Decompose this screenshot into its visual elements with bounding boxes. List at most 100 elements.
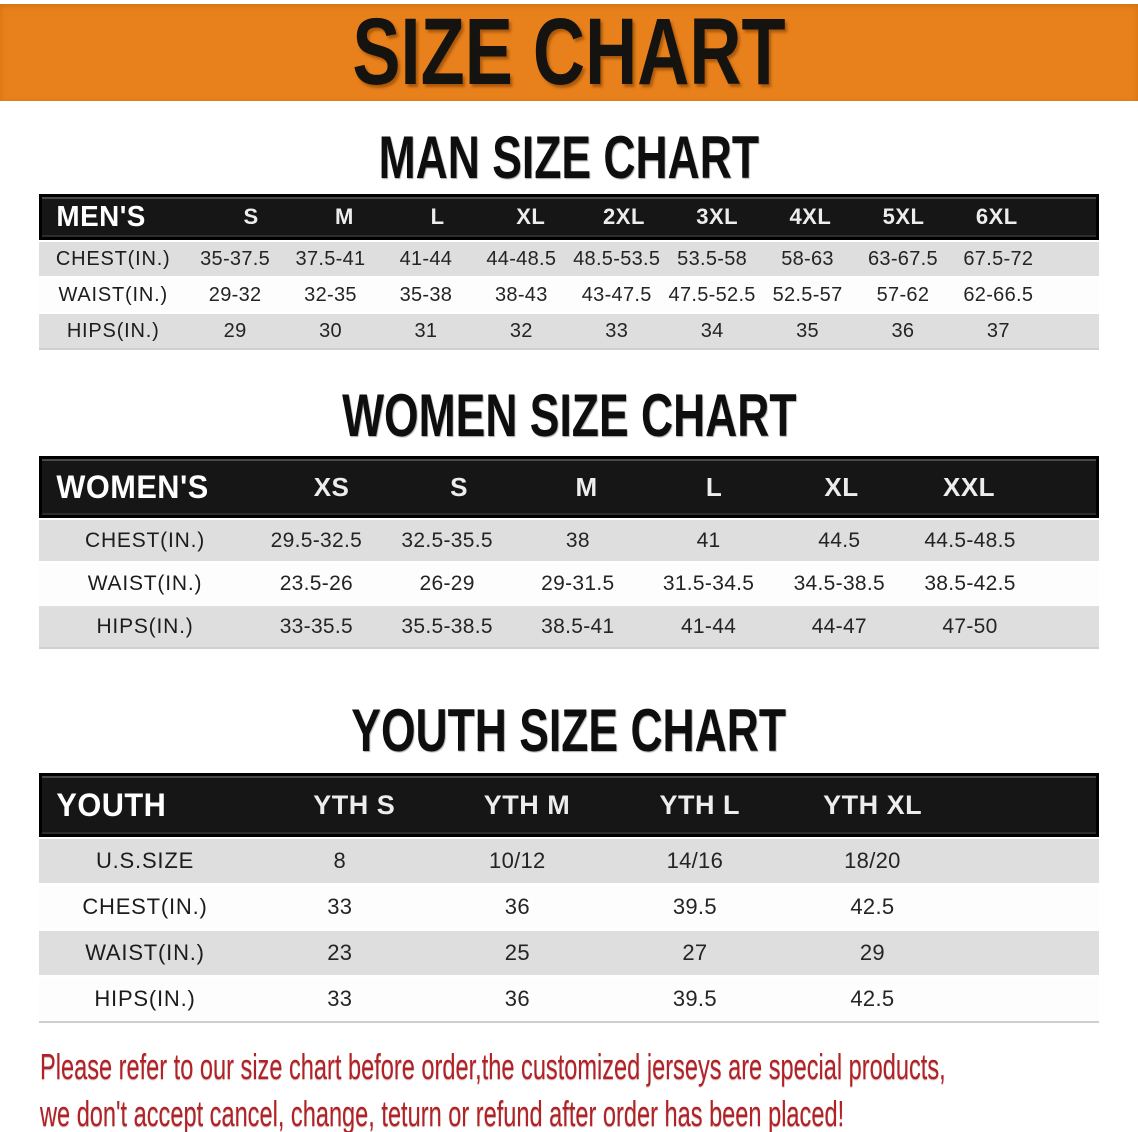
measurement-value: 39.5 (672, 986, 717, 1011)
measurement-value: 29 (859, 940, 885, 965)
measurement-value: 32.5-35.5 (401, 528, 493, 552)
table-header-row: YOUTH YTH S YTH M YTH L YTH XL (39, 773, 1099, 837)
measurement-row: HIPS(IN.) 29 30 31 32 33 34 35 36 37 (39, 312, 1099, 350)
measurement-row: HIPS(IN.) 33-35.5 35.5-38.5 38.5-41 41-44 44-… (39, 604, 1099, 649)
measurement-row: CHEST(IN.) 33 36 39.5 42.5 (39, 883, 1099, 929)
row-label: HIPS(IN.) (66, 319, 160, 342)
table-corner-label: YOUTH (56, 786, 167, 823)
measurement-value: 47-50 (942, 614, 998, 638)
measurement-value: 29.5-32.5 (270, 528, 363, 552)
size-column-header: YTH M (483, 789, 571, 820)
measurement-value: 33 (605, 319, 629, 342)
measurement-value: 33 (327, 986, 353, 1011)
measurement-value: 23.5-26 (279, 571, 354, 595)
measurement-value: 32-35 (304, 283, 357, 306)
measurement-value: 14/16 (666, 848, 724, 873)
size-column-header: L (430, 204, 445, 229)
row-label: CHEST(IN.) (85, 528, 205, 552)
measurement-value: 29-31.5 (541, 571, 615, 595)
measurement-value: 57-62 (876, 283, 930, 306)
size-column-header: YTH L (659, 789, 741, 820)
measurement-value: 32 (509, 319, 533, 342)
measurement-value: 44.5-48.5 (924, 528, 1016, 552)
measurement-value: 47.5-52.5 (668, 283, 756, 306)
size-column-header: YTH S (313, 789, 396, 820)
table-header-row: MEN'S S M L XL 2XL 3XL 4XL 5XL 6XL (39, 194, 1099, 240)
size-column-header: S (243, 204, 259, 229)
men-heading: MAN SIZE CHART (0, 124, 1138, 192)
measurement-value: 31 (414, 319, 438, 342)
measurement-value: 35.5-38.5 (401, 614, 493, 638)
measurement-value: 43-47.5 (581, 283, 652, 306)
measurement-value: 41-44 (680, 614, 737, 638)
measurement-value: 38.5-41 (541, 614, 615, 638)
size-column-header: M (334, 204, 354, 229)
measurement-value: 42.5 (850, 986, 895, 1011)
section-youth: YOUTH SIZE CHART YOUTH YTH S YTH M YTH L YTH… (0, 697, 1138, 1023)
measurement-value: 29-32 (208, 283, 262, 306)
measurement-value: 35-37.5 (200, 247, 271, 270)
note-line-1: Please refer to our size chart before or… (40, 1046, 946, 1087)
measurement-value: 31.5-34.5 (662, 571, 755, 595)
size-column-header: 4XL (789, 204, 832, 229)
size-column-header: YTH XL (823, 789, 923, 820)
measurement-value: 39.5 (672, 894, 717, 919)
measurement-row: WAIST(IN.) 23.5-26 26-29 29-31.5 31.5-34.5 34… (39, 561, 1099, 604)
measurement-value: 25 (504, 940, 530, 965)
size-column-header: XS (313, 471, 350, 502)
measurement-value: 36 (891, 319, 915, 342)
size-column-header: XXL (943, 471, 996, 502)
measurement-value: 52.5-57 (772, 283, 843, 306)
page-title: SIZE CHART (352, 0, 786, 105)
measurement-value: 38.5-42.5 (924, 571, 1016, 595)
measurement-value: 26-29 (419, 571, 475, 595)
measurement-value: 34 (700, 319, 724, 342)
men-heading-text: MAN SIZE CHART (378, 124, 760, 192)
measurement-value: 34.5-38.5 (793, 571, 886, 595)
measurement-value: 41 (696, 528, 721, 552)
measurement-value: 29 (223, 319, 247, 342)
measurement-row: HIPS(IN.) 33 36 39.5 42.5 (39, 975, 1099, 1023)
table-header-row: WOMEN'S XS S M L XL XXL (39, 456, 1099, 518)
measurement-value: 8 (333, 848, 347, 873)
measurement-value: 33-35.5 (279, 614, 354, 638)
women-heading-text: WOMEN SIZE CHART (341, 382, 797, 450)
section-men: MAN SIZE CHART MEN'S S M L XL 2XL 3XL 4XL 5XL 6XL… (0, 124, 1138, 350)
youth-heading: YOUTH SIZE CHART (0, 697, 1138, 765)
women-heading: WOMEN SIZE CHART (0, 382, 1138, 450)
size-column-header: M (575, 471, 598, 502)
youth-heading-text: YOUTH SIZE CHART (351, 697, 787, 765)
measurement-value: 10/12 (489, 848, 546, 873)
measurement-value: 53.5-58 (677, 247, 748, 270)
women-size-table: WOMEN'S XS S M L XL XXL CHEST(IN.) 29.5-32.5 32.5… (39, 456, 1099, 649)
measurement-value: 48.5-53.5 (573, 247, 661, 270)
measurement-value: 27 (682, 940, 708, 965)
measurement-value: 35 (796, 319, 819, 342)
measurement-row: CHEST(IN.) 35-37.5 37.5-41 41-44 44-48.5 48.5… (39, 240, 1099, 276)
measurement-value: 35-38 (399, 283, 453, 306)
measurement-value: 44.5 (818, 528, 861, 552)
measurement-value: 67.5-72 (963, 247, 1034, 270)
measurement-value: 36 (504, 986, 530, 1011)
row-label: WAIST(IN.) (58, 283, 168, 306)
measurement-row: WAIST(IN.) 23 25 27 29 (39, 929, 1099, 975)
size-column-header: 5XL (882, 204, 925, 229)
measurement-value: 23 (327, 940, 353, 965)
size-column-header: XL (824, 471, 859, 502)
row-label: HIPS(IN.) (96, 614, 194, 638)
measurement-value: 33 (327, 894, 353, 919)
measurement-row: U.S.SIZE 8 10/12 14/16 18/20 (39, 837, 1099, 883)
row-label: CHEST(IN.) (55, 247, 171, 270)
note-line-2: we don't accept cancel, change, teturn o… (40, 1093, 845, 1132)
measurement-value: 37.5-41 (295, 247, 366, 270)
row-label: WAIST(IN.) (87, 571, 203, 595)
measurement-value: 36 (504, 894, 530, 919)
size-column-header: L (705, 471, 723, 502)
section-women: WOMEN SIZE CHART WOMEN'S XS S M L XL XXL CHEST(… (0, 382, 1138, 649)
measurement-value: 44-48.5 (486, 247, 557, 270)
size-column-header: 3XL (696, 204, 739, 229)
measurement-value: 62-66.5 (963, 283, 1034, 306)
measurement-value: 38-43 (494, 283, 548, 306)
measurement-value: 42.5 (850, 894, 895, 919)
measurement-value: 63-67.5 (867, 247, 938, 270)
